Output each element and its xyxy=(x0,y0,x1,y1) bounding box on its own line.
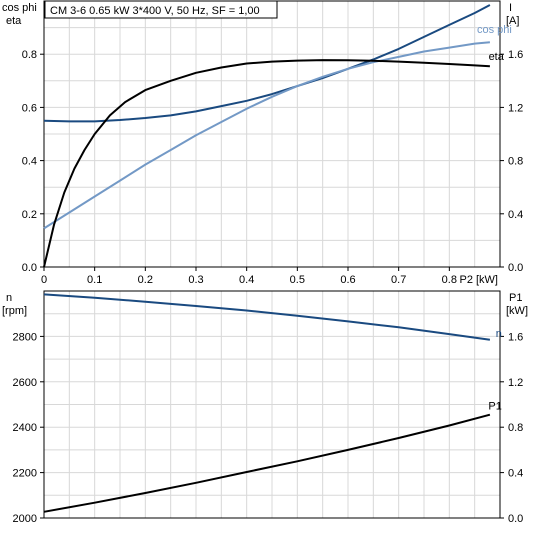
series-label-i: I xyxy=(493,0,496,3)
series-line-n xyxy=(43,293,491,341)
left-axis-label: [rpm] xyxy=(2,305,27,317)
left-tick-label: 2400 xyxy=(13,422,37,434)
left-axis-label: eta xyxy=(6,15,22,27)
right-tick-label: 1.2 xyxy=(508,102,523,114)
series-line-p1 xyxy=(43,413,491,513)
right-tick-label: 0.8 xyxy=(508,156,523,168)
right-tick-label: 1.6 xyxy=(508,49,523,61)
left-axis-label: cos phi xyxy=(2,2,37,14)
right-axis-label: I xyxy=(509,2,512,14)
left-tick-label: 2000 xyxy=(13,513,37,525)
x-tick-label: 0.4 xyxy=(239,274,254,286)
right-tick-label: 1.2 xyxy=(508,377,523,389)
series-label-p1: P1 xyxy=(488,401,501,413)
left-axis-label: n xyxy=(6,292,12,304)
title-box: CM 3-6 0.65 kW 3*400 V, 50 Hz, SF = 1,00 xyxy=(44,0,278,19)
x-tick-label: 0.5 xyxy=(290,274,305,286)
left-tick-label: 0.2 xyxy=(22,209,37,221)
x-tick-label: 0.8 xyxy=(442,274,457,286)
left-tick-label: 0.0 xyxy=(22,262,37,274)
series-label-eta: eta xyxy=(489,51,505,63)
left-tick-label: 2800 xyxy=(13,331,37,343)
x-tick-label: 0.1 xyxy=(87,274,102,286)
left-tick-label: 2200 xyxy=(13,468,37,480)
series-line-i xyxy=(43,4,491,123)
series-label-n: n xyxy=(496,328,502,340)
series-line-eta xyxy=(43,59,490,268)
left-tick-label: 0.6 xyxy=(22,102,37,114)
chart-title: CM 3-6 0.65 kW 3*400 V, 50 Hz, SF = 1,00 xyxy=(50,5,260,17)
right-axis-label: P1 xyxy=(509,292,522,304)
right-tick-label: 1.6 xyxy=(508,331,523,343)
right-axis-label: [A] xyxy=(506,15,519,27)
x-tick-label: 0.6 xyxy=(340,274,355,286)
x-tick-label: 0.7 xyxy=(391,274,406,286)
x-axis-label: P2 [kW] xyxy=(459,274,498,286)
x-tick-label: 0.3 xyxy=(188,274,203,286)
right-tick-label: 0.8 xyxy=(508,422,523,434)
right-tick-label: 0.0 xyxy=(508,513,523,525)
plot-frame xyxy=(43,290,501,519)
bottom-panel: 200022002400260028000.00.40.81.21.6n[rpm… xyxy=(2,290,528,525)
series-line-cos-phi xyxy=(43,41,490,230)
left-tick-label: 2600 xyxy=(13,377,37,389)
right-tick-label: 0.4 xyxy=(508,468,523,480)
left-tick-label: 0.4 xyxy=(22,156,37,168)
x-tick-label: 0 xyxy=(41,274,47,286)
series-label-cos-phi: cos phi xyxy=(477,24,512,36)
x-tick-label: 0.2 xyxy=(138,274,153,286)
right-tick-label: 0.4 xyxy=(508,209,523,221)
right-axis-label: [kW] xyxy=(506,305,528,317)
right-tick-label: 0.0 xyxy=(508,262,523,274)
title-box-frame xyxy=(44,0,278,19)
left-tick-label: 0.8 xyxy=(22,49,37,61)
